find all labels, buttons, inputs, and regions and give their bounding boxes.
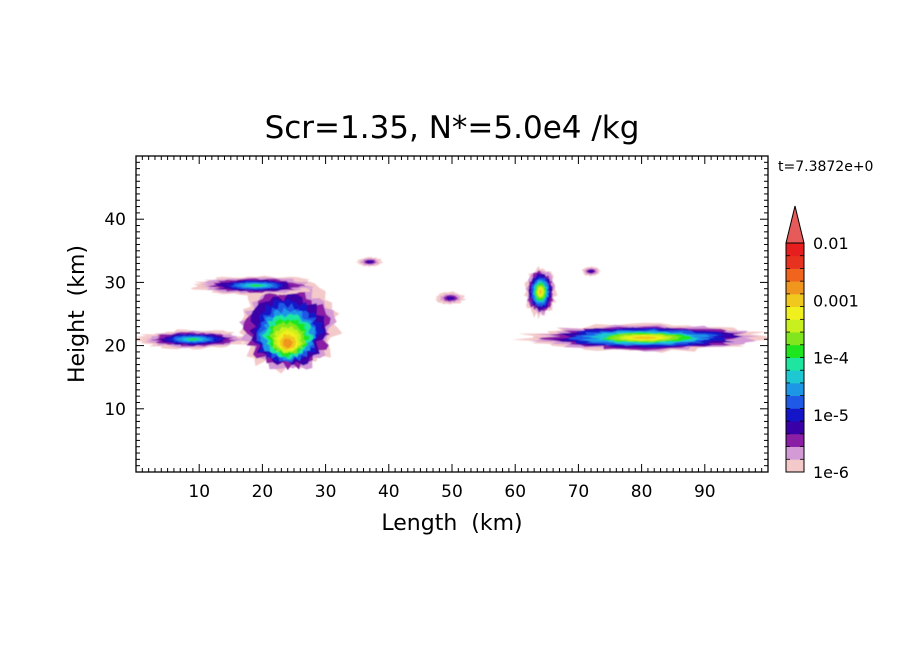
y-tick-label: 20 [104, 337, 126, 357]
y-axis: 10 20 30 40 [104, 161, 768, 467]
x-tick-label: 30 [315, 482, 337, 502]
colorbar-segment [786, 281, 804, 295]
right-layer-contour [631, 336, 658, 340]
y-axis-label: Height (km) [65, 245, 90, 383]
chart-title: Scr=1.35, N*=5.0e4 /kg [265, 110, 640, 146]
colorbar-segment [786, 370, 804, 384]
small-blob-38-contour [368, 261, 372, 263]
y-tick-label: 40 [104, 210, 126, 230]
x-axis-label: Length (km) [381, 511, 522, 536]
heatmap-field [136, 256, 768, 374]
colorbar-tick-label: 0.01 [813, 234, 849, 253]
blob-64-contour [538, 289, 543, 295]
colorbar-segment [786, 306, 804, 320]
small-blob-50-contour [449, 297, 452, 299]
colorbar-segment [786, 332, 804, 346]
x-axis: 10 20 30 40 50 60 70 80 90 [141, 156, 763, 502]
colorbar-tick-label: 1e-6 [813, 463, 849, 482]
y-tick-label: 10 [104, 400, 126, 420]
time-label: t=7.3872e+0 [778, 159, 873, 175]
upper-patch-contour [249, 284, 263, 287]
main-plume-contour [282, 338, 293, 349]
x-tick-label: 50 [441, 482, 463, 502]
y-tick-label: 30 [104, 273, 126, 293]
colorbar-segment [786, 319, 804, 333]
colorbar-segment [786, 357, 804, 371]
x-tick-label: 90 [694, 482, 716, 502]
x-tick-label: 20 [252, 482, 274, 502]
colorbar-segment [786, 268, 804, 282]
colorbar-segment [786, 344, 804, 358]
colorbar-segment [786, 446, 804, 460]
left-layer-contour [186, 338, 199, 341]
colorbar-segment [786, 408, 804, 422]
x-tick-label: 10 [188, 482, 210, 502]
colorbar-segment [786, 382, 804, 397]
colorbar-tick-label: 0.001 [813, 291, 859, 310]
colorbar-segment [786, 433, 804, 447]
colorbar-segment [786, 293, 804, 308]
colorbar-tick-label: 1e-5 [813, 406, 849, 425]
plot-frame [135, 155, 769, 473]
colorbar-tick-label: 1e-4 [813, 349, 849, 368]
colorbar-segment [786, 395, 804, 409]
colorbar-segment [786, 243, 804, 257]
blob-72-contour [590, 270, 592, 272]
colorbar: 0.01 0.001 1e-4 1e-5 1e-6 [785, 205, 859, 482]
colorbar-segment [786, 255, 804, 269]
colorbar-segment [786, 421, 804, 435]
x-tick-label: 70 [568, 482, 590, 502]
colorbar-extend-arrow [785, 205, 805, 244]
colorbar-segment [786, 459, 804, 473]
x-tick-label: 40 [378, 482, 400, 502]
x-tick-label: 60 [504, 482, 526, 502]
x-tick-label: 80 [631, 482, 653, 502]
